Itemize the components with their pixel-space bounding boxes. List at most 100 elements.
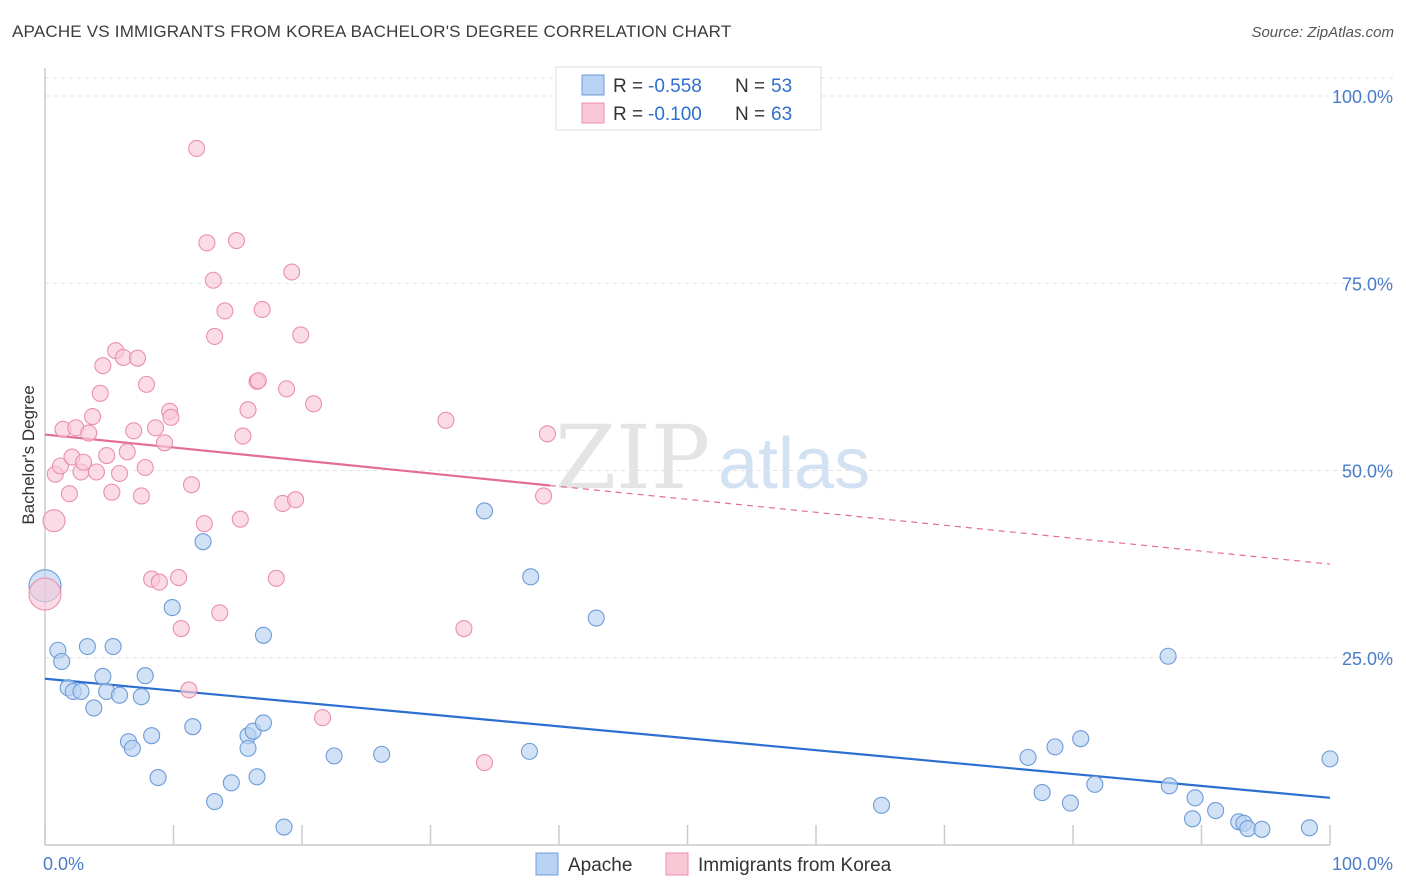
x-tick-label: 100.0%	[1332, 854, 1393, 874]
watermark: ZIP atlas	[555, 406, 870, 509]
data-point	[314, 709, 332, 727]
y-tick-label: 25.0%	[1342, 649, 1393, 669]
data-point	[114, 348, 132, 366]
data-point	[204, 271, 222, 289]
data-point	[1183, 810, 1202, 828]
data-point	[587, 609, 605, 627]
data-point	[132, 487, 150, 505]
y-tick-labels: 25.0% 50.0% 75.0% 100.0%	[1332, 87, 1393, 669]
data-point	[305, 395, 323, 413]
data-point	[1186, 789, 1204, 807]
legend-n-label-apache: N =	[735, 76, 765, 97]
data-point	[239, 739, 257, 757]
data-point	[1253, 820, 1271, 838]
data-point	[239, 401, 257, 419]
legend-r-label-apache: R =	[613, 76, 643, 97]
data-point	[94, 357, 112, 375]
data-point	[283, 263, 301, 281]
legend-swatch-korea	[581, 102, 605, 124]
data-point	[53, 652, 71, 671]
chart-title: APACHE VS IMMIGRANTS FROM KOREA BACHELOR…	[12, 22, 732, 41]
data-point	[1046, 738, 1064, 756]
data-point	[136, 667, 154, 685]
data-point	[373, 745, 391, 763]
data-point	[211, 604, 229, 622]
bottom-legend-label-korea: Immigrants from Korea	[698, 855, 892, 876]
data-point	[475, 502, 494, 520]
data-point	[455, 619, 473, 638]
data-point	[287, 491, 305, 509]
data-point	[227, 232, 246, 250]
data-point	[98, 446, 116, 465]
data-point	[110, 686, 129, 704]
data-point	[83, 408, 102, 426]
y-axis-label: Bachelor's Degree	[19, 385, 38, 524]
data-point	[143, 727, 161, 745]
data-point	[103, 483, 121, 501]
data-point	[1160, 777, 1178, 795]
source-label: Source: ZipAtlas.com	[1251, 24, 1394, 41]
data-point	[249, 372, 267, 390]
data-point	[520, 742, 538, 760]
data-point	[1159, 647, 1177, 665]
data-point	[535, 487, 553, 505]
data-point	[194, 533, 212, 551]
data-point	[1239, 819, 1257, 838]
data-point	[180, 681, 198, 699]
data-point	[1207, 801, 1225, 820]
data-point	[110, 464, 129, 483]
data-point	[85, 699, 103, 717]
data-point	[137, 375, 156, 393]
data-point	[267, 569, 285, 587]
data-point	[325, 747, 343, 765]
data-point	[216, 302, 234, 320]
data-point	[60, 485, 78, 503]
data-point	[80, 424, 98, 442]
data-point	[75, 453, 93, 471]
data-point	[172, 619, 190, 638]
trend-lines	[44, 433, 1331, 799]
data-point	[872, 796, 891, 814]
legend-n-value-apache: 53	[771, 76, 792, 97]
data-point	[1086, 775, 1104, 793]
data-point	[146, 419, 165, 437]
data-point	[475, 754, 494, 772]
data-point	[94, 667, 112, 686]
data-point	[162, 408, 180, 426]
data-point	[87, 463, 105, 481]
data-point	[1072, 730, 1090, 748]
data-point	[72, 682, 90, 701]
data-point	[231, 510, 249, 528]
data-point	[118, 443, 136, 461]
data-point	[254, 626, 273, 644]
data-point	[28, 577, 62, 611]
watermark-atlas: atlas	[718, 424, 870, 504]
legend-r-label-korea: R =	[613, 104, 643, 125]
data-points	[28, 139, 1339, 838]
data-point	[206, 327, 224, 345]
data-point	[248, 768, 266, 786]
data-point	[538, 425, 556, 443]
data-point	[132, 688, 150, 706]
data-point	[182, 476, 201, 494]
y-tick-label: 50.0%	[1342, 462, 1393, 482]
data-point	[275, 818, 293, 836]
data-point	[150, 573, 168, 591]
x-tick-labels: 0.0% 100.0%	[43, 854, 1393, 874]
data-point	[253, 300, 271, 319]
data-point	[91, 384, 109, 402]
data-point	[163, 599, 181, 617]
series-apache-points	[28, 502, 1339, 838]
data-point	[1033, 784, 1051, 802]
data-point	[136, 458, 154, 477]
legend-swatch-apache	[581, 74, 605, 96]
legend-r-value-korea: -0.100	[648, 104, 702, 125]
data-point	[51, 457, 69, 475]
axes	[44, 68, 1331, 846]
bottom-legend-label-apache: Apache	[568, 855, 632, 876]
series-korea-points	[28, 139, 556, 772]
legend-n-label-korea: N =	[735, 104, 765, 125]
data-point	[104, 637, 122, 656]
data-point	[188, 139, 206, 157]
